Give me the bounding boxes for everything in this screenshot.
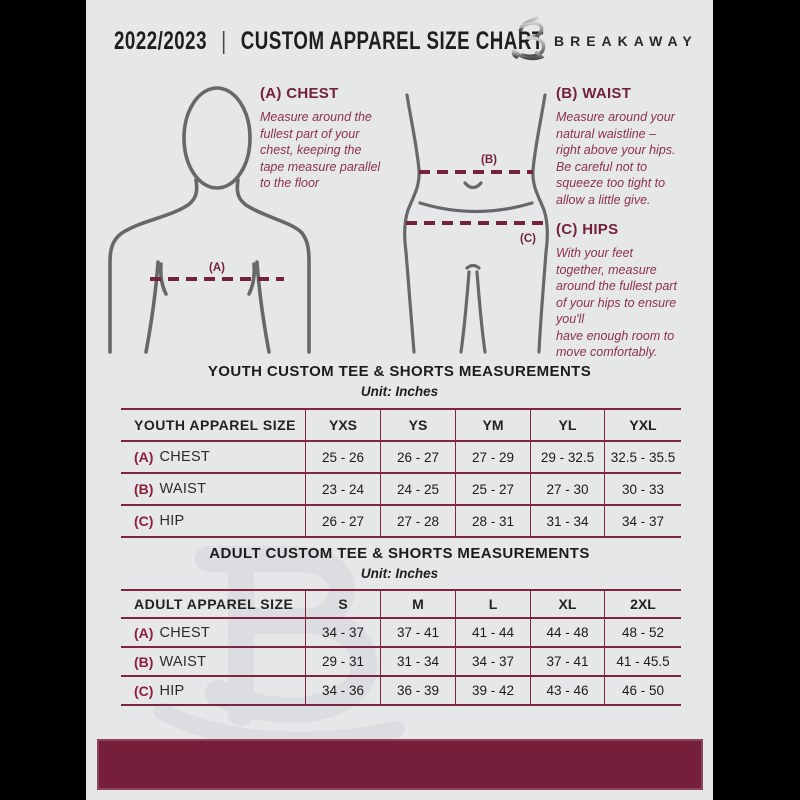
size-cell: 41 - 45.5 xyxy=(604,648,681,677)
page-title: 2022/2023 | CUSTOM APPAREL SIZE CHART xyxy=(114,26,620,55)
size-cell: 37 - 41 xyxy=(530,648,604,677)
size-cell: 46 - 50 xyxy=(604,677,681,706)
youth-unit-label: Unit: Inches xyxy=(360,384,439,399)
size-cell: 34 - 37 xyxy=(305,619,380,648)
youth-size-table: YOUTH APPAREL SIZE YXS YS YM YL YXL (A) … xyxy=(121,408,681,538)
size-cell: 27 - 28 xyxy=(380,506,455,538)
size-cell: 41 - 44 xyxy=(455,619,530,648)
adult-unit-label: Unit: Inches xyxy=(360,566,439,581)
size-header-cell: YXL xyxy=(604,408,681,442)
size-header-cell: 2XL xyxy=(604,589,681,619)
footer-bar xyxy=(97,739,703,790)
size-cell: 32.5 - 35.5 xyxy=(604,442,681,474)
hips-instructions: With your feet together, measure around … xyxy=(556,246,677,359)
adult-section-title: ADULT CUSTOM TEE & SHORTS MEASUREMENTS xyxy=(209,545,590,562)
row-label: (C) HIP xyxy=(121,506,305,538)
youth-size-column-header: YOUTH APPAREL SIZE xyxy=(121,408,305,442)
adult-size-column-header: ADULT APPAREL SIZE xyxy=(121,589,305,619)
size-cell: 39 - 42 xyxy=(455,677,530,706)
size-cell: 34 - 36 xyxy=(305,677,380,706)
chest-figure: (A) xyxy=(108,86,311,354)
row-label: (A) CHEST xyxy=(121,442,305,474)
size-cell: 34 - 37 xyxy=(455,648,530,677)
size-cell: 27 - 30 xyxy=(530,474,604,506)
size-cell: 44 - 48 xyxy=(530,619,604,648)
size-cell: 28 - 31 xyxy=(455,506,530,538)
size-cell: 26 - 27 xyxy=(305,506,380,538)
title-line: 2022/2023 | CUSTOM APPAREL SIZE CHART xyxy=(114,26,544,56)
chest-instructions: Measure around the fullest part of your … xyxy=(260,110,381,190)
size-cell: 36 - 39 xyxy=(380,677,455,706)
row-label: (B) WAIST xyxy=(121,474,305,506)
size-header-cell: L xyxy=(455,589,530,619)
row-label: (B) WAIST xyxy=(121,648,305,677)
size-cell: 31 - 34 xyxy=(530,506,604,538)
waist-heading: (B) WAIST xyxy=(556,85,632,102)
size-header-cell: XL xyxy=(530,589,604,619)
brand-name: BREAKAWAY xyxy=(554,33,698,49)
brand-logo-icon xyxy=(511,16,546,61)
row-label: (C) HIP xyxy=(121,677,305,706)
size-cell: 37 - 41 xyxy=(380,619,455,648)
size-cell: 29 - 32.5 xyxy=(530,442,604,474)
size-cell: 24 - 25 xyxy=(380,474,455,506)
hips-marker-label: (C) xyxy=(520,233,536,245)
size-header-cell: YS xyxy=(380,408,455,442)
chest-guide: (A) CHEST Measure around the fullest par… xyxy=(260,85,425,192)
waist-instructions: Measure around your natural waistline – … xyxy=(556,110,676,207)
youth-section-title: YOUTH CUSTOM TEE & SHORTS MEASUREMENTS xyxy=(207,363,592,380)
title-text: CUSTOM APPAREL SIZE CHART xyxy=(240,26,544,55)
title-divider: | xyxy=(221,26,227,55)
size-cell: 26 - 27 xyxy=(380,442,455,474)
size-cell: 23 - 24 xyxy=(305,474,380,506)
hips-guide: (C) HIPS With your feet together, measur… xyxy=(556,221,706,361)
size-cell: 34 - 37 xyxy=(604,506,681,538)
chest-heading: (A) CHEST xyxy=(260,85,339,102)
size-header-cell: M xyxy=(380,589,455,619)
size-cell: 31 - 34 xyxy=(380,648,455,677)
size-header-cell: S xyxy=(305,589,380,619)
size-header-cell: YL xyxy=(530,408,604,442)
size-cell: 30 - 33 xyxy=(604,474,681,506)
waist-guide: (B) WAIST Measure around your natural wa… xyxy=(556,85,696,208)
season-label: 2022/2023 xyxy=(114,26,207,55)
size-cell: 25 - 26 xyxy=(305,442,380,474)
waist-marker-label: (B) xyxy=(481,154,497,166)
size-cell: 27 - 29 xyxy=(455,442,530,474)
waist-hips-figure: (B) (C) xyxy=(403,93,549,354)
size-cell: 43 - 46 xyxy=(530,677,604,706)
row-label: (A) CHEST xyxy=(121,619,305,648)
chest-marker-label: (A) xyxy=(209,262,225,274)
hips-heading: (C) HIPS xyxy=(556,221,619,238)
size-cell: 48 - 52 xyxy=(604,619,681,648)
chart-page: 2022/2023 | CUSTOM APPAREL SIZE CHART xyxy=(86,0,713,800)
size-header-cell: YM xyxy=(455,408,530,442)
size-header-cell: YXS xyxy=(305,408,380,442)
size-cell: 25 - 27 xyxy=(455,474,530,506)
size-cell: 29 - 31 xyxy=(305,648,380,677)
adult-size-table: ADULT APPAREL SIZE S M L XL 2XL (A) CHES… xyxy=(121,589,681,706)
